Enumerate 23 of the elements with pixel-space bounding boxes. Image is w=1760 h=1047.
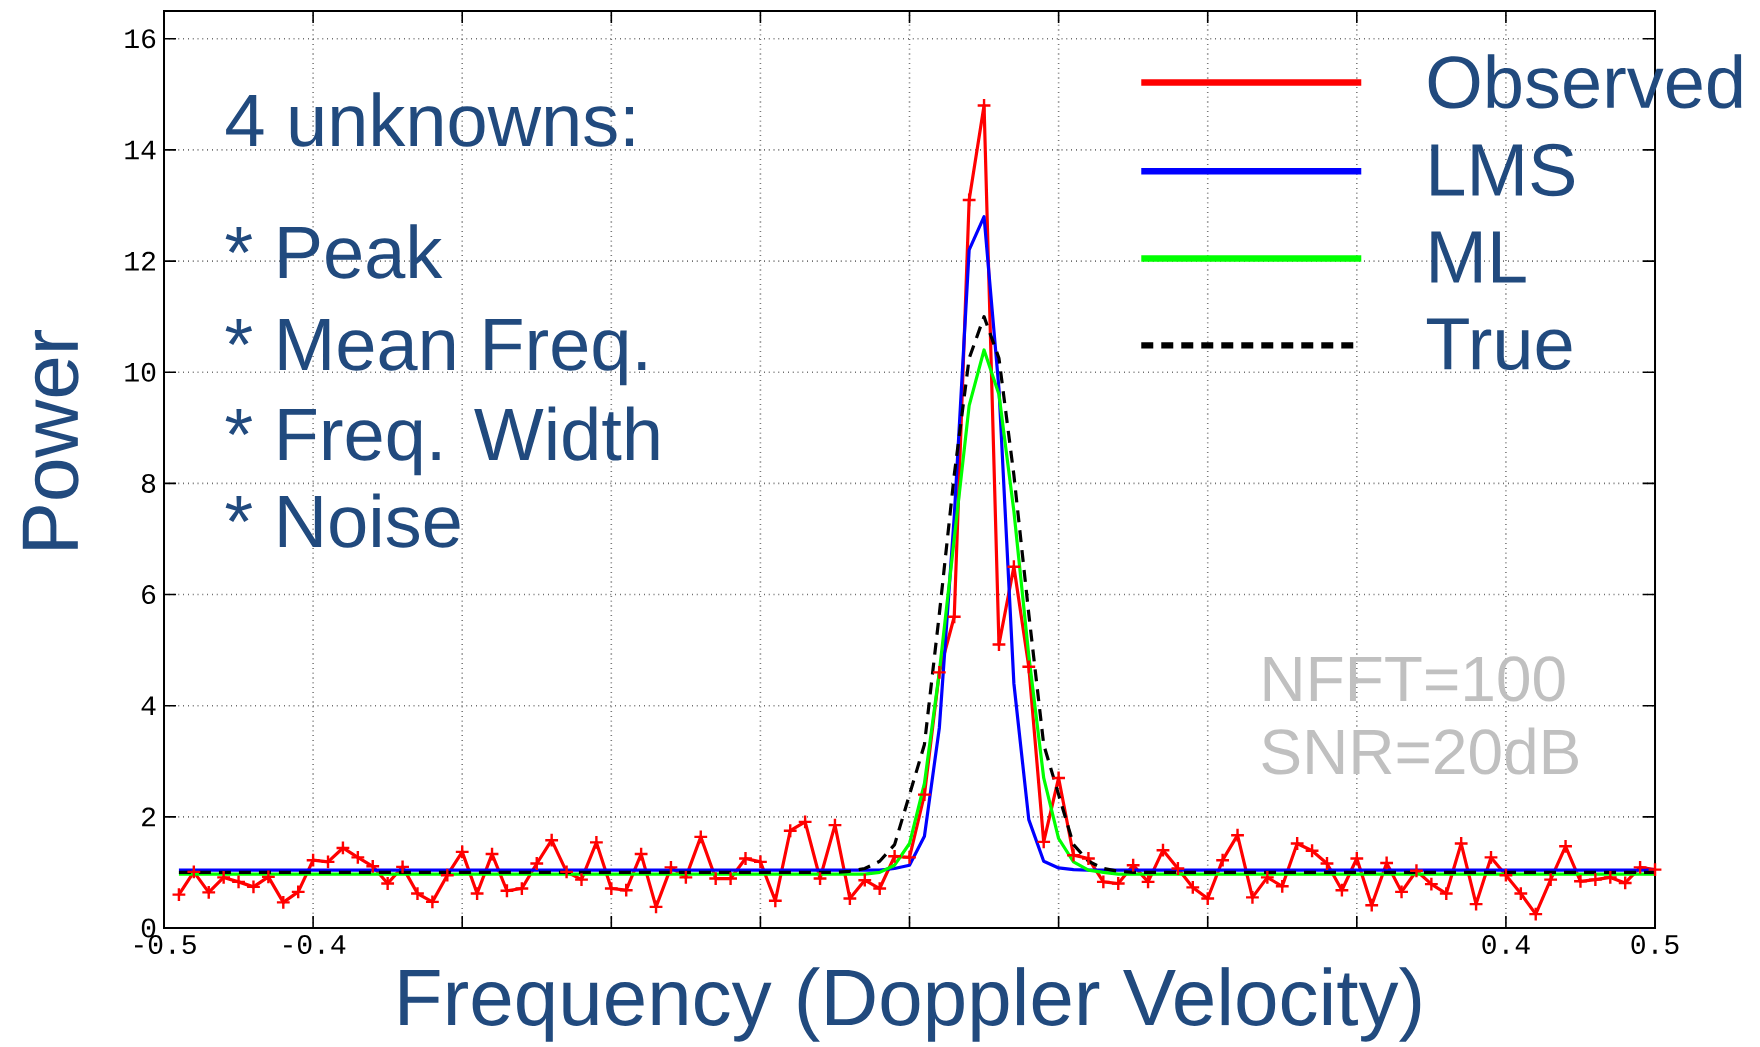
annotation: NFFT=100 <box>1264 656 1565 702</box>
y-tick-label: 14 <box>125 140 156 160</box>
y-tick-label: 12 <box>125 251 155 271</box>
x-tick-label: 0.5 <box>1631 935 1679 955</box>
y-tick-label: 16 <box>125 29 156 49</box>
x-axis-title: Frequency (Doppler Velocity) <box>400 967 1421 1042</box>
y-tick-label: 6 <box>142 585 156 605</box>
y-axis-title: Power <box>22 329 79 549</box>
legend-label: LMS <box>1431 143 1575 197</box>
y-tick-label: 8 <box>141 473 156 493</box>
annotation: * Peak <box>225 224 443 279</box>
annotation: * Mean Freq. <box>225 319 646 386</box>
y-tick-label: 4 <box>141 696 156 715</box>
y-tick-label: 10 <box>125 362 156 382</box>
legend-label: True <box>1426 318 1572 371</box>
annotation: SNR=20dB <box>1262 727 1578 775</box>
x-tick-label: -0.4 <box>284 935 346 955</box>
annotation: * Freq. Width <box>225 406 659 476</box>
legend-label: ML <box>1431 231 1526 283</box>
annotation: 4 unknowns: <box>226 92 633 147</box>
y-tick-label: 2 <box>142 807 155 827</box>
x-tick-label: 0.4 <box>1482 935 1530 955</box>
annotation: * Noise <box>225 493 460 548</box>
